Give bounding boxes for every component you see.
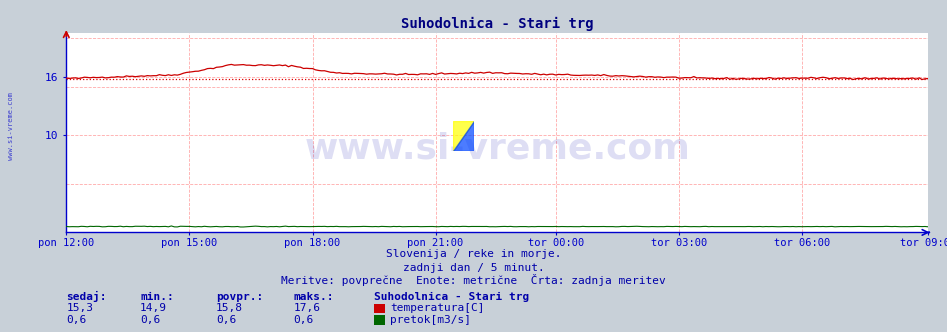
Title: Suhodolnica - Stari trg: Suhodolnica - Stari trg [401, 17, 594, 31]
Text: sedaj:: sedaj: [66, 291, 107, 302]
Text: 0,6: 0,6 [216, 315, 236, 325]
Text: 15,3: 15,3 [66, 303, 94, 313]
Polygon shape [453, 121, 474, 151]
Text: 0,6: 0,6 [66, 315, 86, 325]
Text: maks.:: maks.: [294, 292, 334, 302]
Polygon shape [453, 121, 474, 151]
Text: www.si-vreme.com: www.si-vreme.com [304, 132, 690, 166]
Text: www.si-vreme.com: www.si-vreme.com [8, 92, 13, 160]
Text: 0,6: 0,6 [294, 315, 313, 325]
Text: 14,9: 14,9 [140, 303, 168, 313]
Text: 15,8: 15,8 [216, 303, 243, 313]
Text: povpr.:: povpr.: [216, 292, 263, 302]
Text: Slovenija / reke in morje.: Slovenija / reke in morje. [385, 249, 562, 259]
Text: min.:: min.: [140, 292, 174, 302]
Text: 0,6: 0,6 [140, 315, 160, 325]
Text: Meritve: povprečne  Enote: metrične  Črta: zadnja meritev: Meritve: povprečne Enote: metrične Črta:… [281, 274, 666, 286]
Text: 17,6: 17,6 [294, 303, 321, 313]
Text: pretok[m3/s]: pretok[m3/s] [390, 315, 472, 325]
Text: zadnji dan / 5 minut.: zadnji dan / 5 minut. [402, 263, 545, 273]
Text: temperatura[C]: temperatura[C] [390, 303, 485, 313]
Text: Suhodolnica - Stari trg: Suhodolnica - Stari trg [374, 292, 529, 302]
